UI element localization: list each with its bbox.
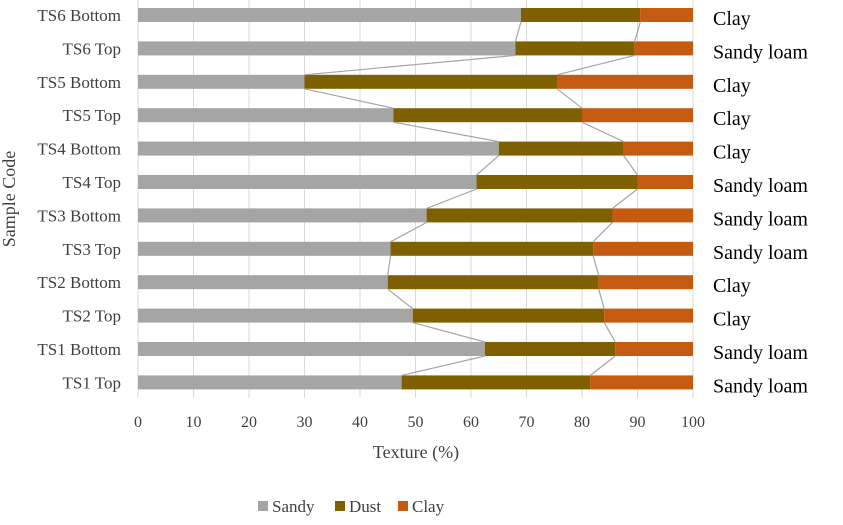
- category-label: TS4 Top: [63, 173, 121, 192]
- category-label: TS5 Bottom: [37, 73, 121, 92]
- x-axis-title: Texture (%): [373, 442, 459, 463]
- texture-class-label: Sandy loam: [713, 342, 808, 364]
- bar-dust: [412, 308, 605, 323]
- bar-dust: [520, 8, 641, 22]
- x-tick-label: 70: [519, 414, 535, 431]
- bar-dust: [390, 241, 594, 256]
- x-tick-label: 90: [630, 414, 646, 431]
- legend-label-sandy: Sandy: [272, 497, 315, 516]
- y-axis-title: Sample Code: [0, 151, 19, 248]
- texture-class-label: Clay: [713, 142, 751, 164]
- legend-label-dust: Dust: [349, 497, 381, 516]
- bar-sandy: [138, 308, 413, 323]
- texture-class-label: Sandy loam: [713, 41, 808, 63]
- texture-class-label: Sandy loam: [713, 208, 808, 230]
- category-label: TS2 Top: [63, 307, 121, 326]
- x-tick-label: 20: [241, 414, 257, 431]
- texture-class-labels: Clay Sandy loam Clay Clay Clay Sandy loam Sand…: [713, 8, 808, 397]
- bar-dust: [387, 275, 599, 290]
- bar-clay: [637, 175, 693, 189]
- bar-dust: [515, 41, 635, 56]
- bar-sandy: [138, 208, 427, 223]
- category-label: TS1 Top: [63, 373, 121, 392]
- bar-dust: [426, 208, 613, 223]
- category-label: TS6 Top: [63, 39, 121, 58]
- legend-label-clay: Clay: [412, 497, 445, 516]
- bar-sandy: [138, 74, 305, 89]
- bar-clay: [593, 241, 693, 256]
- bar-clay: [604, 308, 693, 323]
- x-tick-label: 50: [408, 414, 424, 431]
- x-tick-label: 0: [134, 414, 142, 431]
- grid-lines: [137, 0, 694, 398]
- bar-dust: [498, 141, 624, 156]
- bar-sandy: [138, 342, 485, 356]
- texture-class-label: Sandy loam: [713, 375, 808, 397]
- series-line: [556, 21, 641, 376]
- bar-clay: [634, 41, 693, 56]
- x-tick-label: 60: [463, 414, 479, 431]
- bar-sandy: [138, 175, 477, 189]
- x-tick-label: 40: [352, 414, 368, 431]
- texture-class-label: Clay: [713, 8, 751, 30]
- bar-dust: [304, 74, 558, 89]
- category-label: TS3 Top: [63, 240, 121, 259]
- x-tick-label: 10: [186, 414, 202, 431]
- x-tick-label: 30: [297, 414, 313, 431]
- bar-sandy: [138, 141, 499, 156]
- texture-class-label: Clay: [713, 108, 751, 130]
- x-tick-label: 100: [681, 414, 705, 431]
- bar-sandy: [138, 41, 516, 56]
- bar-clay: [640, 8, 693, 22]
- series-lines: [304, 21, 641, 376]
- legend: Sandy Dust Clay: [258, 497, 445, 516]
- bar-clay: [590, 375, 693, 390]
- bar-clay: [612, 208, 693, 223]
- legend-swatch-dust: [335, 501, 345, 511]
- bar-sandy: [138, 241, 391, 256]
- texture-class-label: Clay: [713, 275, 751, 297]
- category-label: TS4 Bottom: [37, 140, 121, 159]
- texture-class-label: Clay: [713, 309, 751, 331]
- bar-sandy: [138, 8, 521, 22]
- category-label: TS3 Bottom: [37, 206, 121, 225]
- series-line: [304, 21, 522, 376]
- bar-clay: [598, 275, 693, 290]
- bar-dust: [401, 375, 591, 390]
- bar-dust: [393, 108, 582, 123]
- category-label: TS5 Top: [63, 106, 121, 125]
- legend-swatch-clay: [398, 501, 408, 511]
- bars: [138, 8, 693, 390]
- texture-class-label: Clay: [713, 75, 751, 97]
- x-tick-label: 80: [574, 414, 590, 431]
- bar-sandy: [138, 108, 394, 123]
- category-label: TS6 Bottom: [37, 6, 121, 25]
- category-label: TS1 Bottom: [37, 340, 121, 359]
- category-label: TS2 Bottom: [37, 273, 121, 292]
- bar-clay: [623, 141, 693, 156]
- bar-clay: [557, 74, 693, 89]
- bar-sandy: [138, 275, 388, 290]
- bar-clay: [615, 342, 693, 356]
- category-labels: TS6 Bottom TS6 Top TS5 Bottom TS5 Top TS4 Bo…: [37, 6, 121, 392]
- bar-sandy: [138, 375, 402, 390]
- bar-dust: [476, 175, 638, 189]
- bar-dust: [484, 342, 616, 356]
- texture-class-label: Sandy loam: [713, 175, 808, 197]
- texture-class-label: Sandy loam: [713, 242, 808, 264]
- bar-clay: [582, 108, 693, 123]
- x-tick-labels: 0 10 20 30 40 50 60 70 80 90 100: [134, 414, 705, 431]
- legend-swatch-sandy: [258, 501, 268, 511]
